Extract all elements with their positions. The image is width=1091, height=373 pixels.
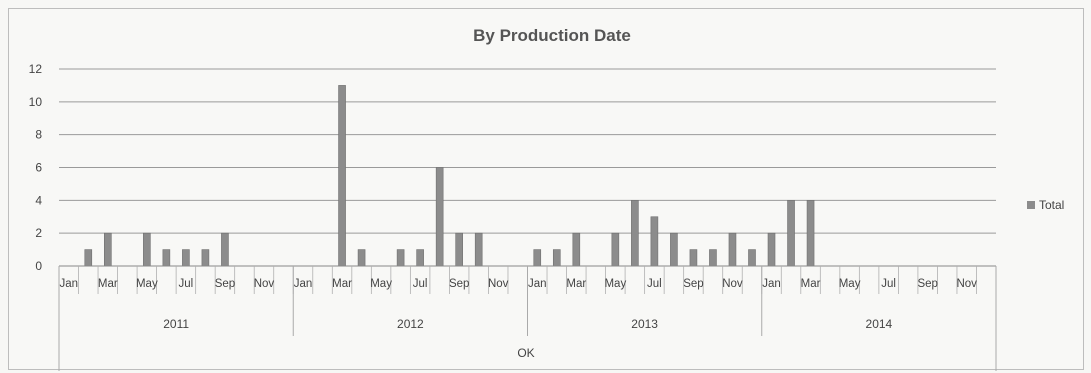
month-tick-label: Nov — [956, 278, 977, 290]
month-tick-label: Mar — [801, 278, 821, 290]
year-label: 2012 — [397, 317, 424, 331]
month-tick-label: Jan — [762, 278, 781, 290]
month-tick-label: Sep — [683, 278, 703, 290]
month-tick-label: Nov — [488, 278, 509, 290]
bar — [104, 232, 112, 267]
bar — [143, 232, 151, 267]
month-tick-label: Mar — [332, 278, 352, 290]
y-tick-label: 0 — [35, 259, 42, 273]
bar — [572, 232, 581, 267]
bar — [533, 249, 542, 267]
y-tick-label: 8 — [35, 128, 42, 142]
y-tick-label: 10 — [29, 95, 43, 109]
bar — [474, 232, 483, 267]
month-tick-label: Jul — [413, 278, 428, 290]
month-tick-label: Nov — [254, 278, 275, 290]
month-tick-label: Mar — [566, 278, 586, 290]
month-tick-label: Sep — [917, 278, 937, 290]
bar — [728, 232, 737, 267]
bar — [455, 232, 463, 267]
bar — [396, 249, 405, 267]
bar — [84, 249, 93, 267]
bar — [631, 200, 639, 267]
bar — [416, 249, 424, 267]
bar — [670, 232, 678, 267]
legend-label: Total — [1039, 198, 1064, 212]
bar — [182, 249, 190, 267]
bar — [787, 200, 795, 267]
month-tick-label: May — [370, 278, 392, 290]
legend-swatch — [1027, 201, 1035, 209]
bar — [709, 249, 717, 267]
filter-label[interactable]: OK — [517, 346, 534, 360]
year-label: 2014 — [866, 317, 893, 331]
y-tick-label: 6 — [35, 161, 42, 175]
month-tick-label: May — [604, 278, 626, 290]
year-label: 2011 — [163, 317, 189, 331]
y-tick-label: 12 — [29, 62, 43, 76]
month-tick-label: May — [136, 278, 158, 290]
month-tick-label: May — [839, 278, 861, 290]
bar — [221, 232, 229, 267]
chart-frame: By Production Date 0 2 4 6 8 10 12 Jan Mar May Ju… — [8, 8, 1084, 371]
bar — [650, 216, 659, 267]
bar — [767, 232, 776, 267]
month-tick-label: Sep — [449, 278, 469, 290]
bar — [162, 249, 171, 267]
production-date-chart: By Production Date 0 2 4 6 8 10 12 Jan Mar May Ju… — [29, 26, 1064, 371]
month-tick-label: Mar — [98, 278, 118, 290]
y-tick-label: 4 — [35, 193, 42, 207]
bar — [806, 200, 815, 267]
bar — [689, 249, 698, 267]
month-tick-label: Jul — [179, 278, 194, 290]
bar — [357, 249, 366, 267]
bar — [201, 249, 210, 267]
month-tick-label: Nov — [722, 278, 743, 290]
y-tick-label: 2 — [35, 226, 42, 240]
year-label: 2013 — [631, 317, 658, 331]
bar — [611, 232, 620, 267]
month-tick-label: Jul — [881, 278, 896, 290]
month-tick-label: Jan — [294, 278, 313, 290]
bar — [435, 167, 444, 267]
bar — [748, 249, 756, 267]
month-tick-label: Jan — [528, 278, 547, 290]
month-tick-label: Jul — [647, 278, 662, 290]
month-tick-label: Sep — [215, 278, 235, 290]
month-tick-label: Jan — [59, 278, 78, 290]
bar — [552, 249, 561, 267]
bar — [338, 85, 346, 267]
chart-title: By Production Date — [473, 26, 631, 45]
